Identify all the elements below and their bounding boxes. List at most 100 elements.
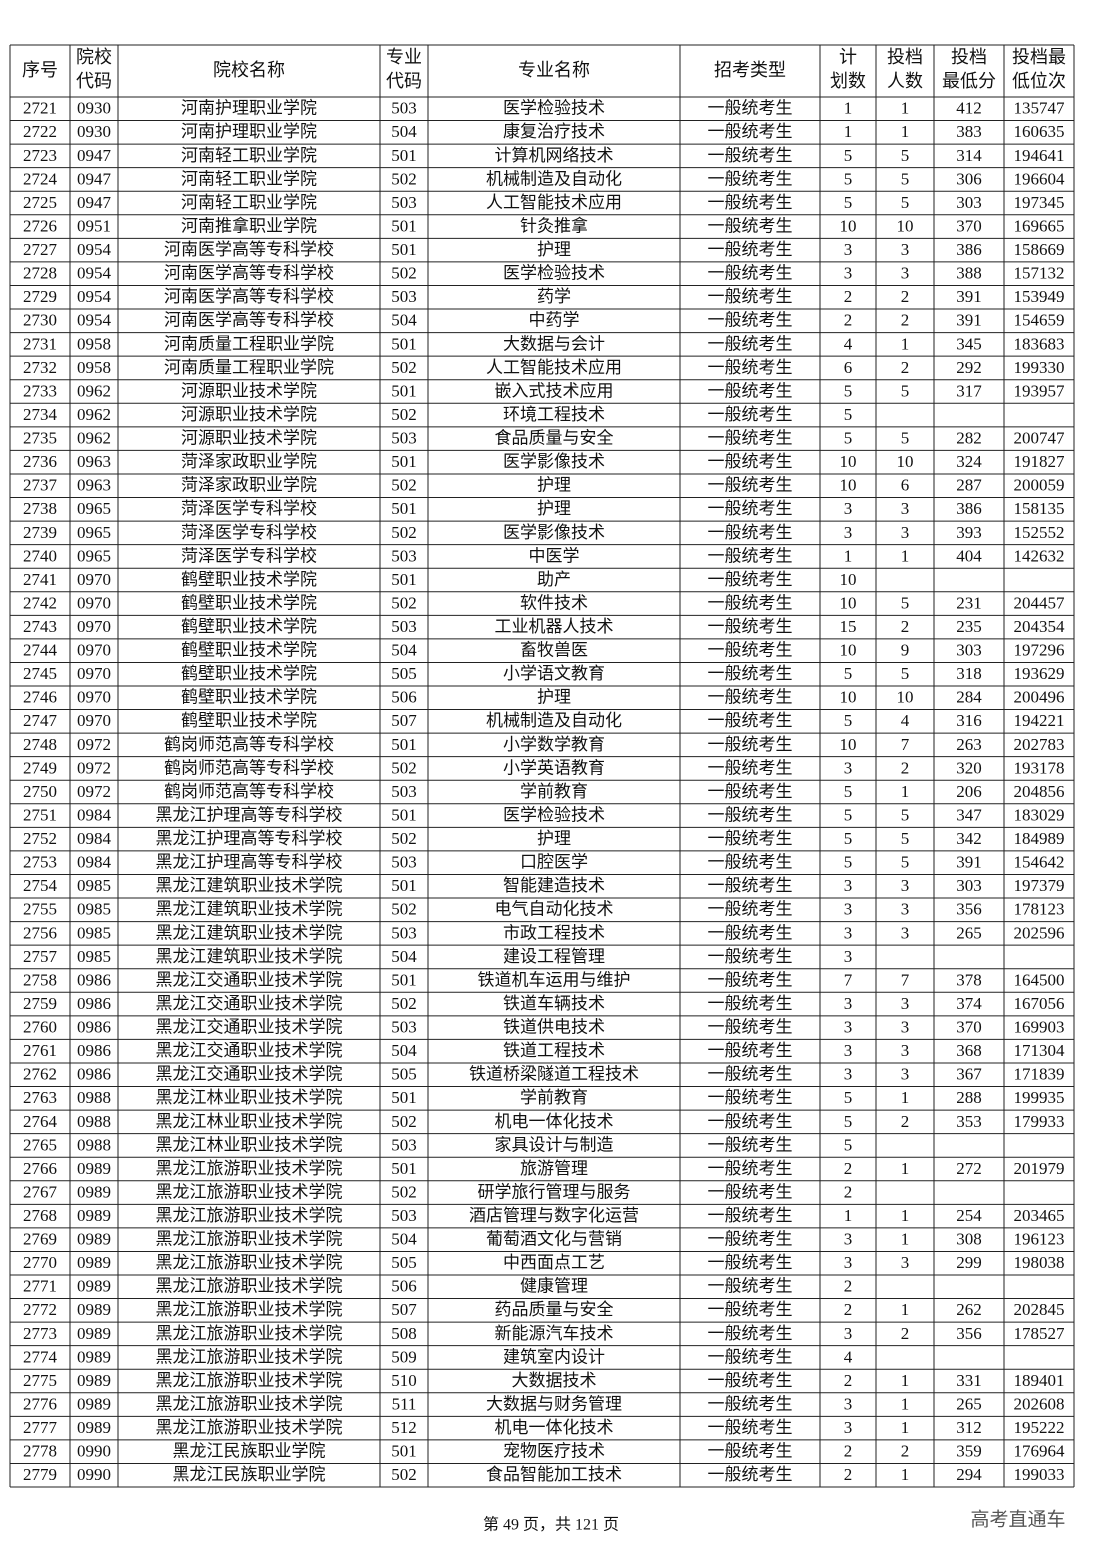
table-cell: 152552: [1014, 523, 1065, 542]
table-cell: 282: [956, 429, 982, 448]
table-cell: 一般统考生: [708, 358, 793, 377]
table-cell: 2725: [23, 193, 57, 212]
table-cell: 504: [391, 947, 417, 966]
table-cell: 0970: [77, 711, 111, 730]
table-cell: 软件技术: [520, 593, 588, 612]
table-cell: 一般统考生: [708, 782, 793, 801]
table-cell: 一般统考生: [708, 1018, 793, 1037]
table-cell: 508: [391, 1324, 417, 1343]
table-cell: 一般统考生: [708, 287, 793, 306]
table-cell: 503: [391, 1135, 417, 1154]
table-cell: 2758: [23, 970, 57, 989]
table-cell: 378: [956, 970, 982, 989]
table-cell: 一般统考生: [708, 1465, 793, 1484]
table-cell: 10: [840, 593, 857, 612]
table-cell: 一般统考生: [708, 641, 793, 660]
table-cell: 河南医学高等专科学校: [164, 264, 334, 283]
table-cell: 1: [901, 122, 910, 141]
table-cell: 河南轻工职业学院: [181, 193, 317, 212]
table-cell: 一般统考生: [708, 711, 793, 730]
table-cell: 酒店管理与数字化运营: [469, 1206, 639, 1225]
table-cell: 0988: [77, 1112, 111, 1131]
table-cell: 3: [901, 900, 910, 919]
table-cell: 10: [840, 735, 857, 754]
table-cell: 288: [956, 1088, 982, 1107]
table-cell: 一般统考生: [708, 1159, 793, 1178]
table-cell: 4: [901, 711, 910, 730]
header-cell: 投档: [951, 47, 987, 67]
table-cell: 菏泽医学专科学校: [181, 546, 317, 565]
table-cell: 7: [844, 970, 853, 989]
table-cell: 370: [956, 1018, 982, 1037]
table-cell: 412: [956, 99, 982, 118]
table-cell: 2756: [23, 923, 57, 942]
table-cell: 5: [844, 429, 853, 448]
table-cell: 197379: [1014, 876, 1065, 895]
table-cell: 2745: [23, 664, 57, 683]
table-cell: 黑龙江建筑职业技术学院: [156, 947, 343, 966]
table-cell: 2729: [23, 287, 57, 306]
table-cell: 7: [901, 735, 910, 754]
table-cell: 一般统考生: [708, 146, 793, 165]
table-cell: 331: [956, 1371, 982, 1390]
table-cell: 2759: [23, 994, 57, 1013]
table-cell: 0986: [77, 1065, 111, 1084]
table-cell: 护理: [537, 240, 571, 259]
table-cell: 2765: [23, 1135, 57, 1154]
table-cell: 254: [956, 1206, 982, 1225]
table-cell: 0963: [77, 476, 111, 495]
table-cell: 501: [391, 381, 417, 400]
table-cell: 308: [956, 1230, 982, 1249]
table-cell: 303: [956, 193, 982, 212]
table-cell: 黑龙江旅游职业技术学院: [156, 1182, 343, 1201]
table-cell: 黑龙江建筑职业技术学院: [156, 923, 343, 942]
table-cell: 391: [956, 853, 982, 872]
table-cell: 护理: [537, 476, 571, 495]
table-cell: 0989: [77, 1277, 111, 1296]
table-cell: 护理: [537, 829, 571, 848]
table-cell: 大数据技术: [512, 1371, 597, 1390]
table-cell: 2731: [23, 334, 57, 353]
table-cell: 护理: [537, 499, 571, 518]
table-cell: 157132: [1014, 264, 1065, 283]
header-cell: 代码: [76, 71, 112, 91]
table-cell: 3: [844, 900, 853, 919]
table-cell: 机械制造及自动化: [486, 169, 622, 188]
table-cell: 3: [844, 1253, 853, 1272]
table-cell: 2: [844, 311, 853, 330]
table-cell: 353: [956, 1112, 982, 1131]
table-cell: 153949: [1014, 287, 1065, 306]
table-cell: 263: [956, 735, 982, 754]
table-cell: 2777: [23, 1418, 58, 1437]
table-cell: 0965: [77, 499, 111, 518]
table-cell: 学前教育: [520, 782, 588, 801]
table-cell: 262: [956, 1300, 982, 1319]
table-cell: 0989: [77, 1394, 111, 1413]
table-cell: 人工智能技术应用: [486, 193, 622, 212]
table-cell: 鹤岗师范高等专科学校: [164, 782, 334, 801]
table-cell: 196123: [1014, 1230, 1065, 1249]
table-cell: 1: [901, 99, 910, 118]
table-cell: 158135: [1014, 499, 1065, 518]
table-cell: 黑龙江林业职业技术学院: [156, 1112, 343, 1131]
table-cell: 1: [844, 546, 853, 565]
table-cell: 一般统考生: [708, 876, 793, 895]
table-cell: 204354: [1014, 617, 1066, 636]
table-cell: 2749: [23, 758, 57, 777]
table-cell: 314: [956, 146, 982, 165]
table-cell: 318: [956, 664, 982, 683]
table-cell: 针灸推拿: [520, 215, 588, 235]
table-cell: 2: [844, 1182, 853, 1201]
table-cell: 2: [901, 311, 910, 330]
table-cell: 黑龙江旅游职业技术学院: [156, 1230, 343, 1249]
table-cell: 黑龙江交通职业技术学院: [156, 970, 343, 989]
table-cell: 2721: [23, 99, 57, 118]
table-cell: 383: [956, 122, 982, 141]
table-cell: 菏泽医学专科学校: [181, 499, 317, 518]
table-cell: 5: [844, 782, 853, 801]
table-cell: 2747: [23, 711, 58, 730]
table-cell: 0988: [77, 1088, 111, 1107]
table-cell: 502: [391, 476, 417, 495]
table-cell: 265: [956, 1394, 982, 1413]
